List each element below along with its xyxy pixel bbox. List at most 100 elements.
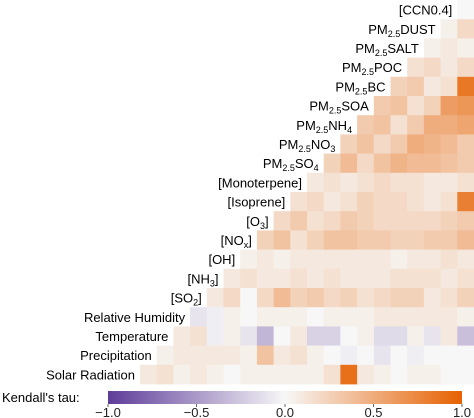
heatmap-cell: [373, 307, 391, 327]
heatmap-cell: [206, 364, 224, 385]
heatmap-cell: [373, 115, 391, 135]
heatmap-cell: [173, 364, 191, 385]
heatmap-cell: [423, 38, 441, 58]
heatmap-cell: [390, 230, 408, 250]
row-label: Solar Radiation: [46, 367, 135, 382]
row-label: Precipitation: [80, 348, 152, 363]
heatmap-cell: [390, 249, 408, 270]
heatmap-cell: [440, 172, 458, 193]
heatmap-cell: [407, 211, 425, 231]
heatmap-cell: [407, 345, 425, 366]
heatmap-cell: [240, 345, 258, 366]
heatmap-cell: [307, 249, 325, 270]
heatmap-cell: [373, 249, 391, 270]
heatmap-cell: [423, 268, 441, 289]
heatmap-cell: [323, 172, 341, 193]
heatmap-cell: [423, 364, 441, 385]
heatmap-cell: [223, 364, 241, 385]
heatmap-cell: [273, 268, 291, 289]
heatmap-cell: [357, 211, 375, 231]
row-label: [NH3]: [187, 271, 218, 288]
heatmap-cell: [423, 307, 441, 327]
heatmap-cell: [390, 307, 408, 327]
heatmap-cell: [240, 364, 258, 385]
heatmap-cell: [256, 307, 274, 327]
heatmap-cell: [240, 307, 258, 327]
heatmap-cell: [290, 288, 308, 308]
heatmap-cell: [340, 172, 358, 193]
heatmap-cell: [440, 57, 458, 78]
heatmap-cell: [423, 288, 441, 308]
heatmap-cell: [457, 211, 474, 231]
heatmap-cell: [407, 115, 425, 135]
heatmap-cell: [307, 192, 325, 212]
heatmap-cell: [357, 307, 375, 327]
heatmap-cell: [340, 211, 358, 231]
heatmap-cell: [390, 153, 408, 174]
heatmap-cell: [423, 153, 441, 174]
heatmap-cells: [140, 0, 474, 385]
heatmap-cell: [173, 345, 191, 366]
heatmap-cell: [307, 288, 325, 308]
heatmap-cell: [457, 0, 474, 20]
heatmap-cell: [457, 57, 474, 78]
row-label: PM2.5SO4: [263, 156, 319, 173]
heatmap-cell: [273, 345, 291, 366]
colorbar-ticks: −1.0 −0.5 0.0 0.5 1.0: [95, 404, 471, 418]
heatmap-cell: [373, 288, 391, 308]
heatmap-cell: [290, 307, 308, 327]
heatmap-cell: [373, 326, 391, 346]
heatmap-cell: [173, 326, 191, 346]
heatmap-cell: [457, 134, 474, 154]
heatmap-cell: [373, 192, 391, 212]
heatmap-cell: [423, 115, 441, 135]
heatmap-cell: [323, 288, 341, 308]
heatmap-cell: [423, 326, 441, 346]
heatmap-cell: [307, 364, 325, 385]
heatmap-cell: [206, 326, 224, 346]
heatmap-cell: [340, 249, 358, 270]
heatmap-cell: [307, 268, 325, 289]
heatmap-cell: [307, 172, 325, 193]
heatmap-cell: [373, 345, 391, 366]
heatmap-cell: [357, 345, 375, 366]
heatmap-cell: [290, 192, 308, 212]
heatmap-cell: [340, 307, 358, 327]
heatmap-cell: [390, 134, 408, 154]
heatmap-cell: [457, 153, 474, 174]
colorbar-tick-label: −1.0: [95, 405, 121, 418]
heatmap-cell: [323, 345, 341, 366]
heatmap-cell: [423, 57, 441, 78]
heatmap-cell: [273, 307, 291, 327]
heatmap-cell: [190, 345, 208, 366]
heatmap-cell: [457, 307, 474, 327]
colorbar-tick-label: 0.0: [276, 405, 294, 418]
heatmap-cell: [440, 288, 458, 308]
heatmap-cell: [340, 153, 358, 174]
colorbar-title: Kendall's tau:: [2, 390, 80, 405]
heatmap-cell: [373, 211, 391, 231]
heatmap-cell: [407, 192, 425, 212]
heatmap-cell: [440, 115, 458, 135]
heatmap-cell: [290, 230, 308, 250]
heatmap-cell: [273, 230, 291, 250]
heatmap-cell: [407, 326, 425, 346]
heatmap-cell: [440, 364, 458, 385]
heatmap-cell: [457, 345, 474, 366]
row-label: PM2.5BC: [335, 79, 385, 96]
heatmap-cell: [240, 326, 258, 346]
heatmap-cell: [240, 268, 258, 289]
heatmap-cell: [340, 345, 358, 366]
heatmap-cell: [440, 38, 458, 58]
row-label: [OH]: [208, 252, 235, 267]
heatmap-cell: [357, 326, 375, 346]
heatmap-cell: [357, 153, 375, 174]
heatmap-cell: [256, 326, 274, 346]
heatmap-cell: [390, 172, 408, 193]
heatmap-cell: [223, 268, 241, 289]
heatmap-cell: [373, 268, 391, 289]
heatmap-cell: [390, 96, 408, 116]
heatmap-cell: [357, 268, 375, 289]
heatmap-cell: [423, 211, 441, 231]
heatmap-cell: [340, 288, 358, 308]
